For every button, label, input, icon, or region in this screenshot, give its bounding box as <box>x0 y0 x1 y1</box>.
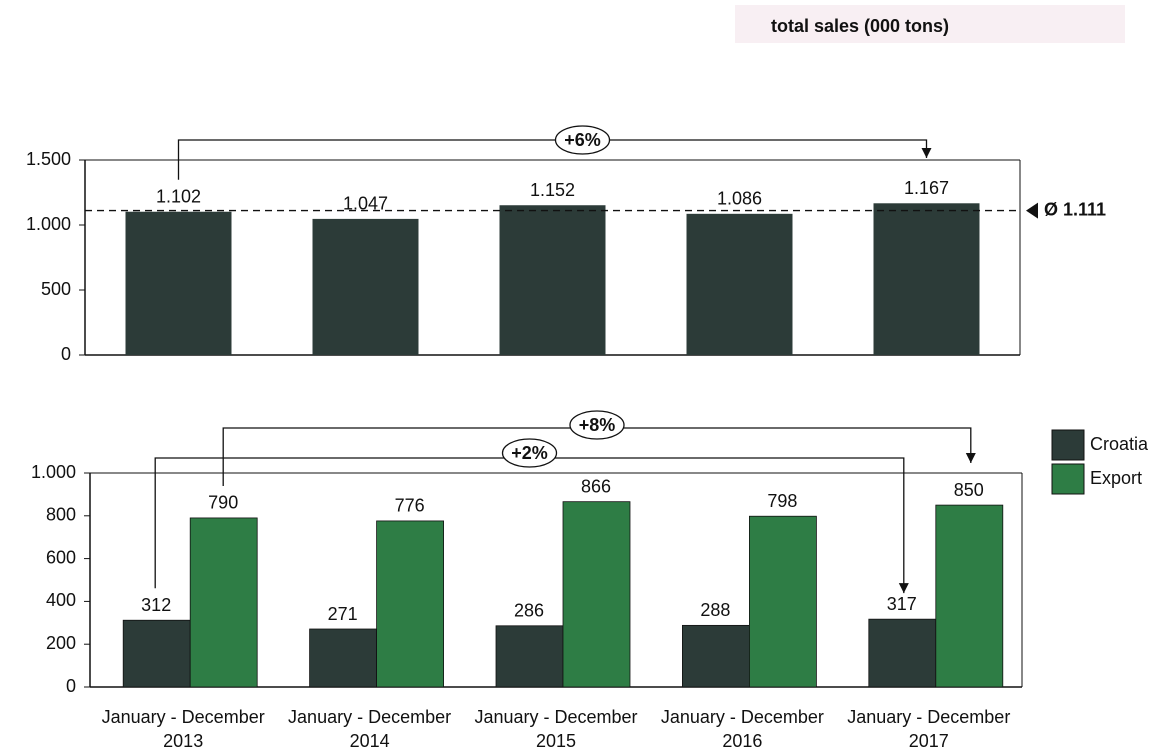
value-label: 1.167 <box>904 178 949 198</box>
legend-swatch <box>1051 429 1085 461</box>
value-label: 1.102 <box>156 186 201 206</box>
legend-swatch <box>1051 463 1085 495</box>
bar <box>682 624 750 688</box>
x-tick-label: January - December 2015 <box>474 707 638 751</box>
x-tick-label: January - December 2014 <box>288 707 452 751</box>
value-label: 317 <box>887 594 917 614</box>
value-label: 866 <box>581 476 611 496</box>
y-tick-label: 400 <box>46 590 76 610</box>
bar <box>562 501 631 688</box>
change-label: +8% <box>579 415 616 435</box>
change-oval <box>501 438 558 468</box>
title-background <box>735 5 1125 43</box>
bar <box>376 520 445 688</box>
y-tick-label: 600 <box>46 547 76 567</box>
change-label: +6% <box>564 130 601 150</box>
y-tick-label: 200 <box>46 633 76 653</box>
legend-label: Export <box>1090 468 1142 488</box>
value-label: 850 <box>954 480 984 500</box>
change-label: +2% <box>511 443 548 463</box>
bar <box>749 515 817 688</box>
value-label: 776 <box>395 496 425 516</box>
bar <box>495 625 564 688</box>
y-tick-label: 1.000 <box>31 462 76 482</box>
x-tick-label: January - December 2016 <box>660 707 824 751</box>
arrow-head <box>921 148 932 158</box>
y-tick-label: 1.000 <box>26 214 71 234</box>
bar <box>312 218 419 355</box>
chart-title: total sales (000 tons) <box>771 16 949 36</box>
arrow-head <box>898 583 909 594</box>
y-tick-label: 800 <box>46 505 76 525</box>
bar <box>686 213 793 355</box>
value-label: 1.047 <box>343 194 388 214</box>
change-oval <box>569 410 625 440</box>
bar <box>868 618 937 688</box>
bar <box>122 619 191 688</box>
change-oval <box>554 125 611 155</box>
average-marker <box>1026 202 1038 219</box>
bar <box>125 211 232 355</box>
x-tick-label: January - December 2013 <box>101 707 265 751</box>
value-label: 798 <box>767 491 797 511</box>
value-label: 1.152 <box>530 180 575 200</box>
y-tick-label: 500 <box>41 279 71 299</box>
y-tick-label: 0 <box>66 676 76 696</box>
x-tick-label: January - December 2017 <box>847 707 1011 751</box>
bar <box>873 203 980 355</box>
bar <box>935 504 1004 688</box>
y-tick-label: 1.500 <box>26 149 71 169</box>
value-label: 286 <box>514 601 544 621</box>
average-label: Ø 1.111 <box>1044 199 1106 219</box>
value-label: 790 <box>208 493 238 513</box>
bar <box>499 205 606 355</box>
value-label: 271 <box>328 604 358 624</box>
value-label: 312 <box>141 595 171 615</box>
arrow-head <box>965 453 976 463</box>
y-tick-label: 0 <box>61 344 71 364</box>
value-label: 1.086 <box>717 189 762 209</box>
legend-label: Croatia <box>1090 434 1149 454</box>
bar <box>189 517 258 688</box>
value-label: 288 <box>700 600 730 620</box>
bar <box>309 628 378 688</box>
